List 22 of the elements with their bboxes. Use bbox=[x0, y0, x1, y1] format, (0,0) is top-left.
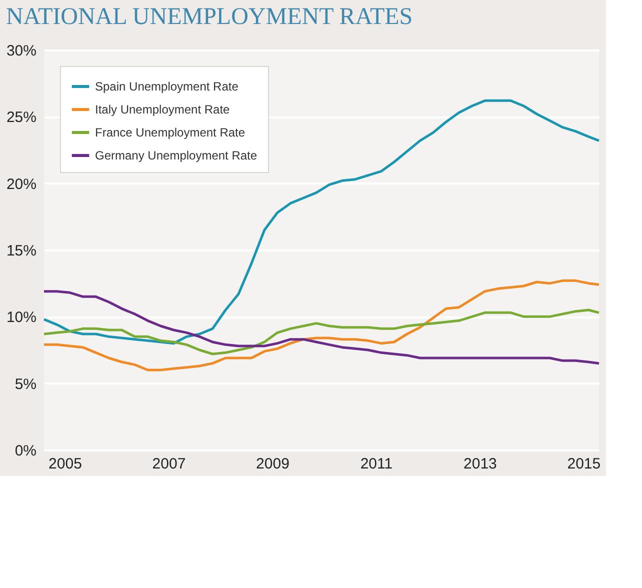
line-series bbox=[42, 279, 600, 372]
legend-label: Italy Unemployment Rate bbox=[95, 102, 230, 116]
y-tick-label: 25% bbox=[6, 109, 36, 126]
x-tick-label: 2011 bbox=[360, 456, 393, 472]
legend-label: Germany Unemployment Rate bbox=[95, 148, 258, 162]
y-tick-label: 0% bbox=[14, 442, 36, 460]
chart-title: NATIONAL UNEMPLOYMENT RATES bbox=[6, 4, 413, 30]
y-tick-label: 15% bbox=[6, 242, 36, 260]
y-tick-label: 5% bbox=[14, 376, 36, 393]
line-series bbox=[42, 308, 600, 356]
y-tick-label: 20% bbox=[6, 176, 36, 193]
x-tick-label: 2013 bbox=[464, 456, 497, 472]
x-tick-label: 2007 bbox=[152, 456, 186, 472]
line-series bbox=[42, 99, 600, 345]
line-series bbox=[42, 290, 600, 365]
legend-label: Spain Unemployment Rate bbox=[95, 80, 239, 94]
x-tick-label: 2009 bbox=[256, 456, 290, 472]
y-tick-label: 10% bbox=[6, 309, 36, 326]
y-tick-label: 30% bbox=[6, 42, 36, 60]
x-tick-label: 2015 bbox=[567, 456, 601, 472]
x-tick-label: 2005 bbox=[48, 456, 82, 472]
legend-label: France Unemployment Rate bbox=[95, 126, 246, 140]
